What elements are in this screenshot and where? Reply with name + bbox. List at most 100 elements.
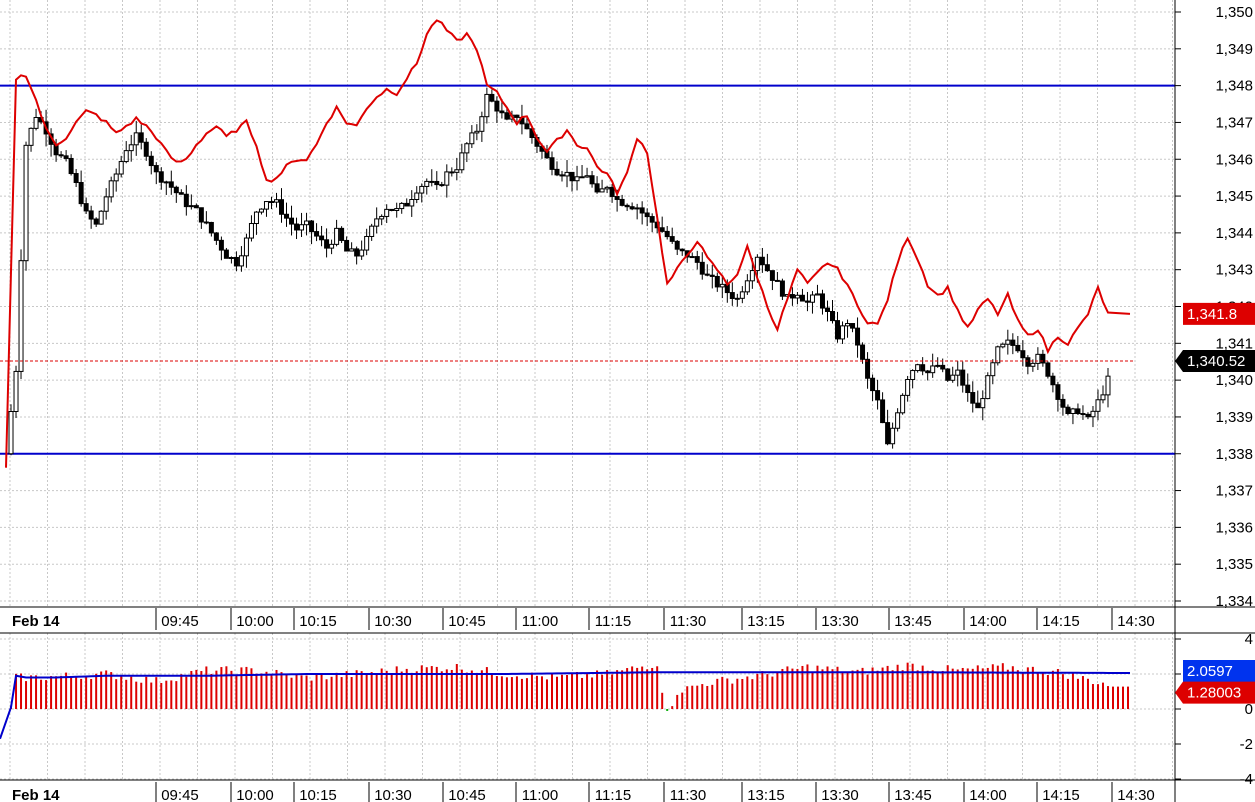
- candle-body: [374, 218, 380, 227]
- candle-body: [8, 411, 14, 455]
- date-label: Feb 14: [12, 613, 60, 630]
- candle-body: [203, 221, 209, 224]
- horizontal-levels: [0, 84, 1175, 455]
- candle-body: [394, 208, 400, 212]
- candle-body: [454, 169, 460, 173]
- candle-body: [1055, 384, 1061, 400]
- candle-body: [28, 127, 34, 146]
- candle-body: [559, 174, 565, 177]
- price-tick-label: 1,350: [1215, 4, 1253, 21]
- time-tick-label: 10:15: [299, 613, 337, 630]
- price-tick-label: 1,346: [1215, 151, 1253, 168]
- candle-body: [634, 207, 640, 210]
- candle-body: [113, 173, 119, 182]
- time-tick-label: 09:45: [161, 787, 199, 802]
- candle-body: [409, 198, 415, 207]
- candle-body: [1030, 362, 1036, 367]
- candle-body: [289, 217, 295, 225]
- price-tick-label: 1,345: [1215, 188, 1253, 205]
- candle-body: [1040, 353, 1046, 364]
- candle-body: [63, 155, 69, 159]
- candle-series: [8, 87, 1111, 456]
- candle-body: [574, 176, 580, 182]
- candle-body: [314, 231, 320, 237]
- candle-body: [925, 370, 931, 374]
- candle-body: [905, 379, 911, 396]
- candle-body: [334, 227, 340, 245]
- candle-body: [218, 239, 224, 251]
- candle-body: [439, 184, 445, 187]
- indicator-bar-tag-bg: [1175, 681, 1255, 704]
- indicator-tick-label: 0: [1245, 701, 1253, 718]
- candle-body: [258, 208, 264, 213]
- candle-body: [819, 293, 825, 309]
- candle-body: [1085, 413, 1091, 418]
- candle-body: [143, 141, 149, 157]
- candle-body: [895, 412, 901, 429]
- candle-body: [329, 243, 335, 249]
- candle-body: [309, 220, 315, 233]
- candle-body: [1070, 408, 1076, 414]
- time-tick-label: 13:30: [821, 613, 859, 630]
- candle-body: [769, 270, 775, 281]
- date-label: Feb 14: [12, 787, 60, 802]
- candle-body: [920, 364, 926, 372]
- candle-body: [389, 208, 395, 212]
- candle-body: [1105, 375, 1111, 396]
- candle-body: [644, 212, 650, 218]
- candle-body: [73, 173, 79, 184]
- candle-body: [995, 346, 1001, 364]
- candle-body: [469, 132, 475, 145]
- indicator-line-tag: 2.0597: [1187, 663, 1233, 680]
- candle-body: [604, 186, 610, 190]
- candle-body: [1025, 357, 1031, 367]
- time-tick-label: 14:30: [1117, 787, 1155, 802]
- candle-body: [915, 364, 921, 372]
- candle-body: [168, 181, 174, 188]
- candle-body: [68, 157, 74, 175]
- time-tick-label: 09:45: [161, 613, 199, 630]
- time-tick-label: 13:45: [894, 613, 932, 630]
- candle-body: [639, 207, 645, 214]
- candle-body: [799, 294, 805, 302]
- candle-body: [910, 370, 916, 381]
- candle-body: [133, 132, 139, 146]
- candle-body: [794, 294, 800, 299]
- candle-body: [78, 182, 84, 205]
- candle-body: [754, 256, 760, 272]
- price-tick-label: 1,339: [1215, 409, 1253, 426]
- candle-body: [945, 368, 951, 381]
- candle-body: [449, 171, 455, 174]
- time-tick-label: 10:45: [448, 787, 486, 802]
- candle-body: [304, 220, 310, 226]
- overlay-line: [5, 19, 1131, 468]
- candle-body: [148, 155, 154, 167]
- candle-body: [870, 377, 876, 392]
- candle-body: [379, 215, 385, 220]
- candle-body: [975, 402, 981, 409]
- candle-body: [880, 399, 886, 424]
- candle-body: [814, 293, 820, 296]
- candle-body: [694, 256, 700, 263]
- candle-body: [649, 216, 655, 223]
- candle-body: [930, 365, 936, 374]
- time-tick-label: 13:30: [821, 787, 859, 802]
- candle-body: [965, 384, 971, 394]
- candle-body: [434, 180, 440, 186]
- candle-body: [268, 201, 274, 204]
- candle-body: [399, 202, 405, 210]
- candle-body: [419, 185, 425, 194]
- candle-body: [459, 152, 465, 171]
- indicator-tick-label: -4: [1240, 771, 1253, 788]
- candle-body: [584, 175, 590, 178]
- candle-body: [324, 239, 330, 249]
- candle-body: [709, 274, 715, 277]
- candle-body: [188, 205, 194, 208]
- candle-body: [599, 188, 605, 193]
- time-tick-label: 11:00: [522, 613, 558, 630]
- candle-body: [664, 230, 670, 238]
- candle-body: [619, 198, 625, 206]
- time-axis-lower: Feb 14 09:45 10:00 10:15 10:30 10:45 11:00 11:1…: [12, 782, 1155, 802]
- candle-body: [1010, 339, 1016, 346]
- candle-body: [33, 117, 39, 129]
